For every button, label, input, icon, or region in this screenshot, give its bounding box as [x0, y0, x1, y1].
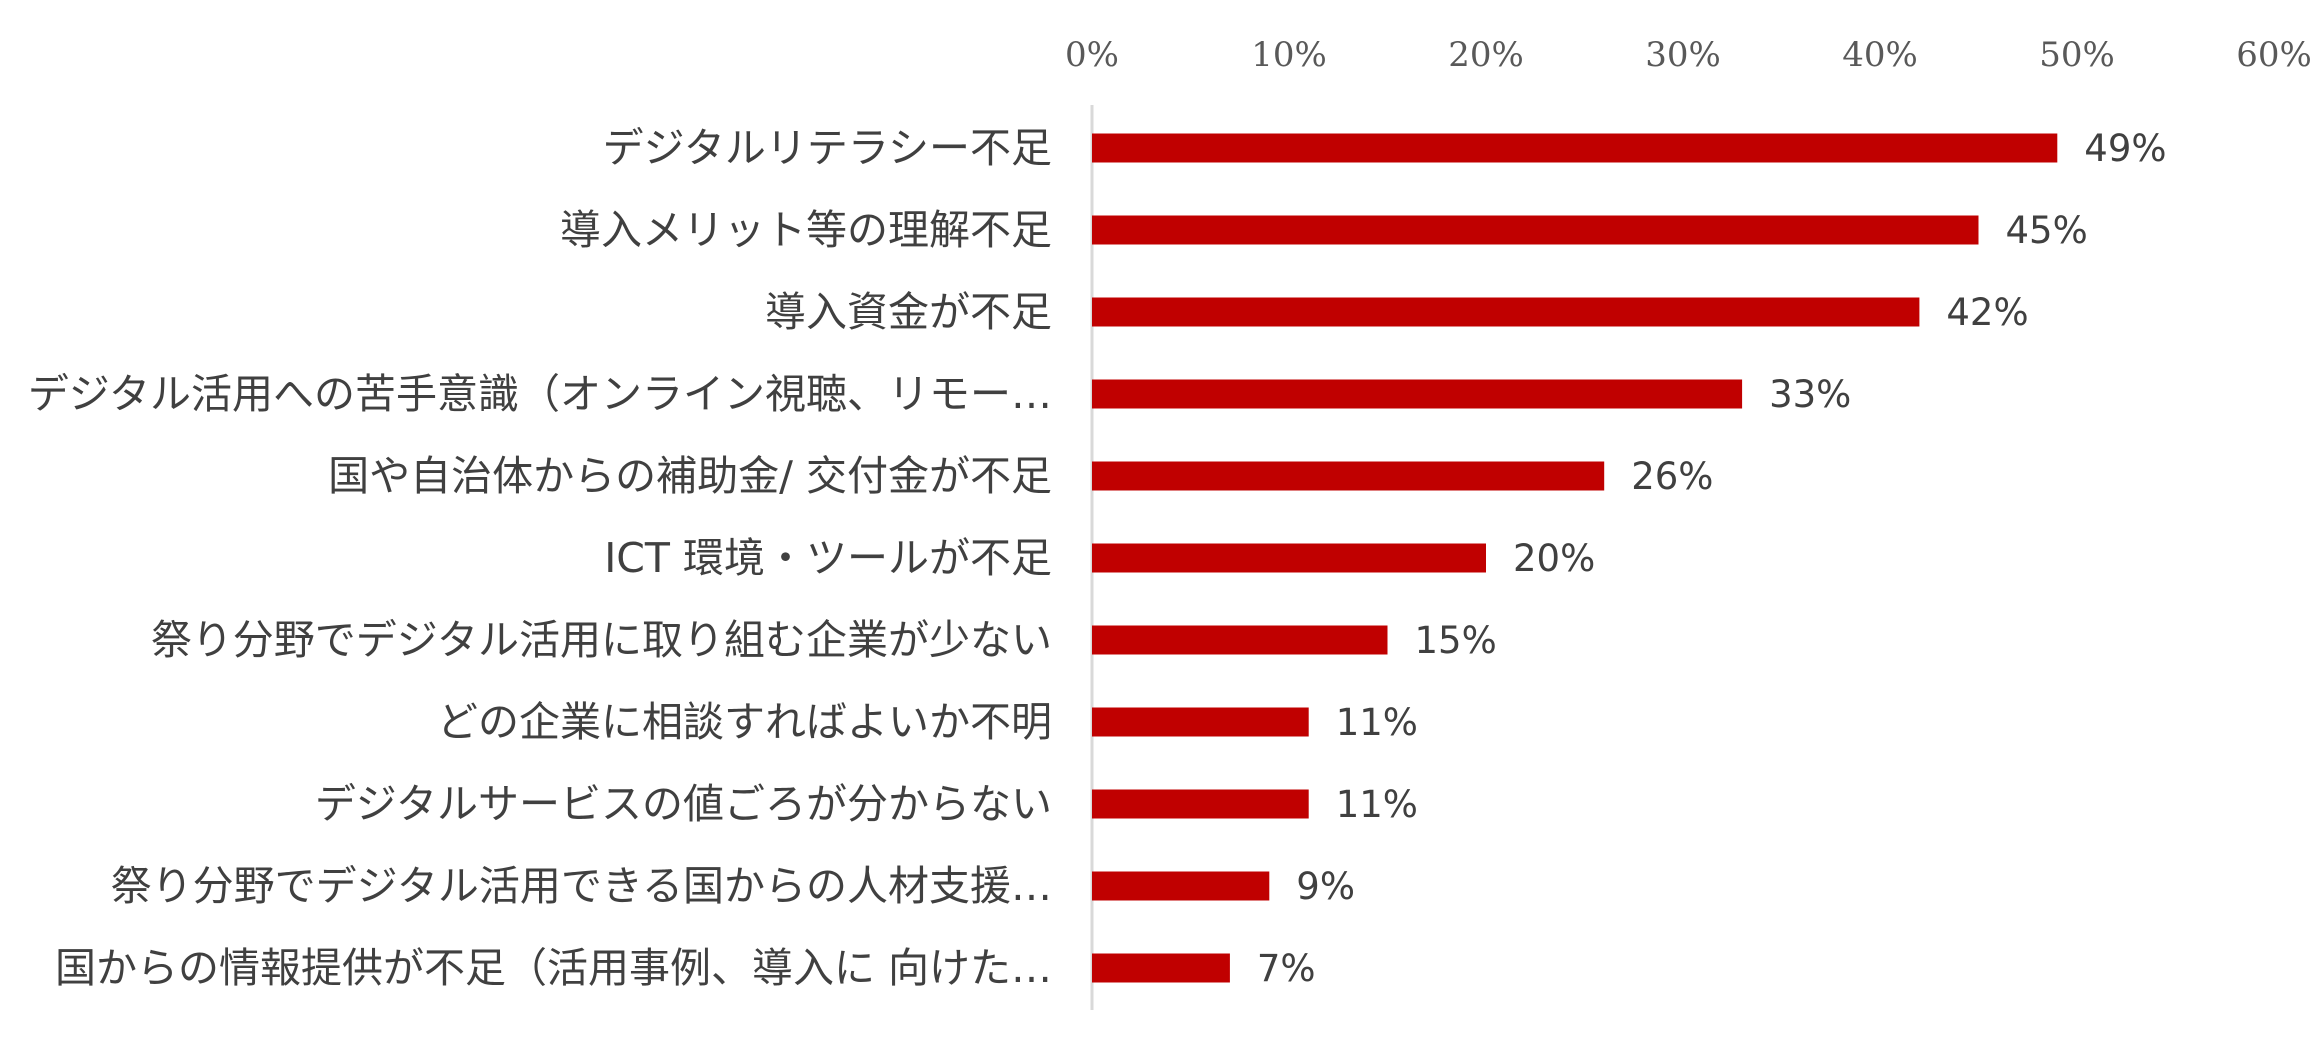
data-label: 11%	[1336, 783, 1418, 826]
category-label: 国や自治体からの補助金/ 交付金が不足	[328, 452, 1052, 500]
x-tick-label: 30%	[1645, 35, 1721, 75]
data-labels: 49% 45% 42% 33% 26% 20% 15% 11% 11% 9% 7%	[1257, 127, 2167, 990]
category-label: 導入資金が不足	[765, 288, 1052, 336]
bar	[1092, 379, 1743, 409]
data-label: 20%	[1513, 537, 1595, 580]
bar	[1092, 543, 1486, 573]
category-label: デジタルリテラシー不足	[603, 124, 1052, 172]
data-label: 11%	[1336, 701, 1418, 744]
x-tick-label: 60%	[2236, 35, 2312, 75]
bar	[1092, 871, 1270, 901]
category-labels: デジタルリテラシー不足導入メリット等の理解不足導入資金が不足デジタル活用への苦手…	[28, 124, 1052, 992]
x-tick-label: 10%	[1251, 35, 1327, 75]
bar	[1092, 461, 1605, 491]
data-label: 15%	[1415, 619, 1497, 662]
data-label: 7%	[1257, 947, 1316, 990]
bar	[1092, 215, 1979, 245]
x-tick-label: 20%	[1448, 35, 1524, 75]
x-tick-label: 50%	[2039, 35, 2115, 75]
bars	[1092, 133, 2058, 983]
category-label: デジタル活用への苦手意識（オンライン視聴、リモー…	[28, 370, 1052, 418]
data-label: 26%	[1631, 455, 1713, 498]
category-label: ICT 環境・ツールが不足	[604, 534, 1052, 582]
bar	[1092, 707, 1309, 737]
bar	[1092, 625, 1388, 655]
category-label: 祭り分野でデジタル活用できる国からの人材支援…	[111, 862, 1052, 910]
data-label: 45%	[2006, 209, 2088, 252]
category-label: 国からの情報提供が不足（活用事例、導入に 向けた…	[55, 944, 1052, 992]
data-label: 33%	[1769, 373, 1851, 416]
data-label: 42%	[1946, 291, 2028, 334]
bar	[1092, 953, 1230, 983]
x-tick-label: 40%	[1842, 35, 1918, 75]
category-label: どの企業に相談すればよいか不明	[437, 698, 1052, 746]
x-tick-label: 0%	[1065, 35, 1119, 75]
bar	[1092, 133, 2058, 163]
x-axis-ticks: 0% 10% 20% 30% 40% 50% 60%	[1065, 35, 2312, 75]
category-label: 導入メリット等の理解不足	[560, 206, 1052, 254]
data-label: 49%	[2084, 127, 2166, 170]
category-label: 祭り分野でデジタル活用に取り組む企業が少ない	[151, 616, 1052, 664]
data-label: 9%	[1296, 865, 1355, 908]
bar	[1092, 297, 1920, 327]
bar	[1092, 789, 1309, 819]
category-label: デジタルサービスの値ごろが分からない	[315, 780, 1052, 828]
